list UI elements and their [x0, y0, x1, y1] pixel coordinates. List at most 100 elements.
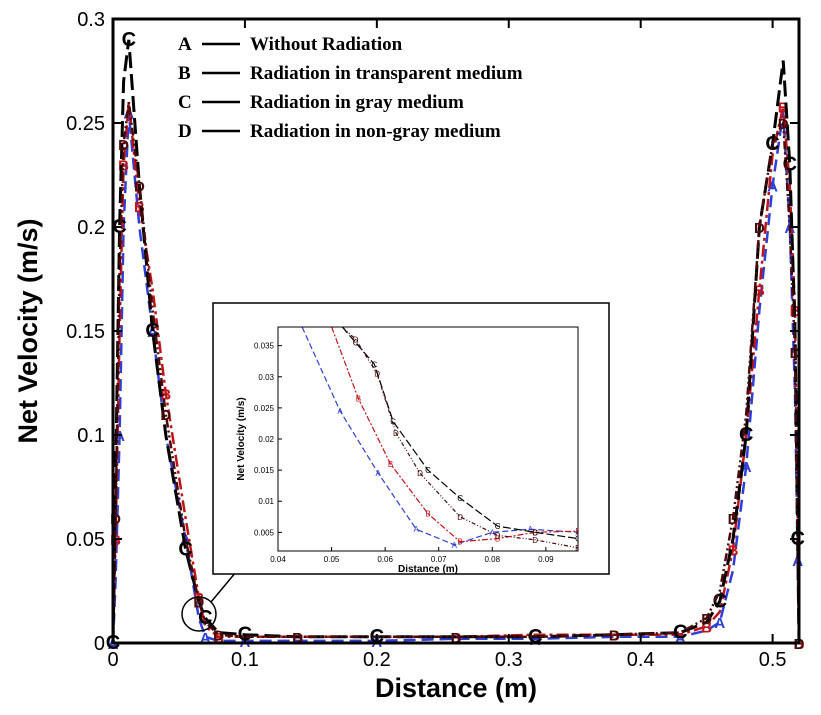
legend-item-c: C Radiation in gray medium [178, 92, 464, 113]
data-point-marker: A [147, 324, 158, 341]
data-point-marker: B [609, 628, 620, 645]
data-point-marker: D [134, 178, 145, 195]
inset-x-tick-label: 0.04 [270, 555, 286, 564]
data-point-marker: D [790, 345, 801, 362]
inset-y-tick-label: 0.03 [258, 373, 274, 382]
series-line-d [111, 102, 801, 644]
data-point-marker: A [741, 459, 752, 476]
x-tick-label: 0.3 [495, 649, 523, 671]
inset-data-point-marker: A [575, 528, 581, 537]
inset-x-tick-label: 0.06 [377, 555, 393, 564]
x-tick-label: 0.2 [363, 649, 391, 671]
y-axis-label: Net Velocity (m/s) [13, 218, 43, 443]
inset-data-point-marker: A [528, 525, 534, 534]
inset-data-point-marker: B [388, 460, 393, 469]
data-point-marker: A [714, 615, 725, 632]
inset-data-point-marker: B [575, 527, 580, 536]
inset-y-tick-label: 0.025 [254, 404, 275, 413]
inset-data-point-marker: C [495, 522, 501, 531]
inset-series-line-c [341, 327, 578, 540]
x-tick-label: 0 [107, 649, 118, 671]
inset-series-d: D D D D D D D D [341, 327, 581, 553]
inset-x-tick-label: 0.05 [324, 555, 340, 564]
y-tick-label: 0.2 [77, 217, 105, 239]
inset-data-point-marker: B [425, 510, 430, 519]
inset-data-point-marker: C [372, 360, 378, 369]
inset-y-tick-label: 0.005 [254, 528, 275, 537]
series-line-b [111, 102, 801, 644]
x-tick-label: 0.1 [231, 649, 259, 671]
inset-data-point-marker: D [575, 544, 581, 553]
inset-data-point-marker: C [353, 339, 359, 348]
data-point-marker: B [160, 386, 171, 403]
inset-x-tick-label: 0.07 [431, 555, 447, 564]
inset-series-line-b [331, 327, 578, 543]
legend-marker: D [178, 121, 192, 142]
y-tick-label: 0 [94, 633, 105, 655]
inset-data-point-marker: B [495, 535, 500, 544]
zoom-connector [210, 571, 237, 603]
legend-marker: A [178, 34, 192, 55]
data-point-marker: D [213, 628, 224, 645]
inset-data-point-marker: A [376, 469, 382, 478]
legend-item-a: A Without Radiation [178, 34, 403, 55]
data-point-marker: D [193, 594, 204, 611]
data-point-marker: B [701, 619, 712, 636]
legend-item-b: B Radiation in transparent medium [178, 63, 523, 84]
data-point-marker: A [675, 630, 686, 647]
inset-data-point-marker: B [532, 528, 537, 537]
legend-item-d: D Radiation in non-gray medium [178, 121, 501, 142]
y-tick-label: 0.3 [77, 9, 105, 31]
data-point-marker: D [110, 511, 121, 528]
inset-x-tick-label: 0.09 [538, 555, 554, 564]
data-point-marker: D [701, 611, 712, 628]
inset-data-point-marker: D [353, 335, 359, 344]
y-tick-label: 0.15 [66, 321, 105, 343]
data-point-marker: C [122, 29, 136, 51]
data-point-marker: A [767, 178, 778, 195]
inset-y-tick-label: 0.015 [254, 466, 275, 475]
inset-y-tick-label: 0.035 [254, 342, 275, 351]
inset-y-tick-label: 0.01 [258, 497, 274, 506]
data-point-marker: C [673, 622, 687, 644]
x-tick-label: 0.5 [759, 649, 787, 671]
data-point-marker: D [754, 220, 765, 237]
inset-data-point-marker: B [356, 395, 361, 404]
inset-data-point-marker: C [575, 535, 581, 544]
legend-label: Without Radiation [250, 34, 403, 55]
inset-data-point-marker: A [452, 541, 458, 550]
inset-data-point-marker: C [457, 494, 463, 503]
legend-label: Radiation in non-gray medium [250, 121, 501, 142]
inset-y-tick-label: 0.02 [258, 435, 274, 444]
inset-data-point-marker: D [417, 469, 423, 478]
inset-series-line-a [301, 327, 578, 546]
inset-x-tick-label: 0.08 [484, 555, 500, 564]
inset-series-a: A A A A A A A [301, 327, 581, 550]
data-point-marker: D [292, 630, 303, 647]
inset-series-c: C C C C C C C C [341, 327, 581, 544]
inset-data-point-marker: C [532, 528, 538, 537]
data-point-marker: C [145, 320, 159, 342]
y-tick-label: 0.1 [77, 425, 105, 447]
data-point-marker: D [609, 628, 620, 645]
inset-data-point-marker: D [393, 429, 399, 438]
inset-data-point-marker: D [495, 531, 501, 540]
zoom-circle [181, 596, 217, 632]
data-point-marker: C [739, 424, 753, 446]
data-point-marker: B [728, 542, 739, 559]
inset-data-point-marker: D [532, 536, 538, 545]
x-tick-label: 0.4 [627, 649, 655, 671]
inset-data-point-marker: C [390, 418, 396, 427]
inset-data-point-marker: A [490, 528, 496, 537]
inset-x-axis-label: Distance (m) [398, 564, 458, 575]
legend-marker: C [178, 92, 192, 113]
data-point-marker: B [213, 630, 224, 647]
data-point-marker: A [200, 630, 211, 647]
x-axis-label: Distance (m) [375, 673, 537, 703]
data-point-marker: C [178, 538, 192, 560]
inset-data-point-marker: D [457, 513, 463, 522]
inset-series-line-d [341, 327, 578, 549]
